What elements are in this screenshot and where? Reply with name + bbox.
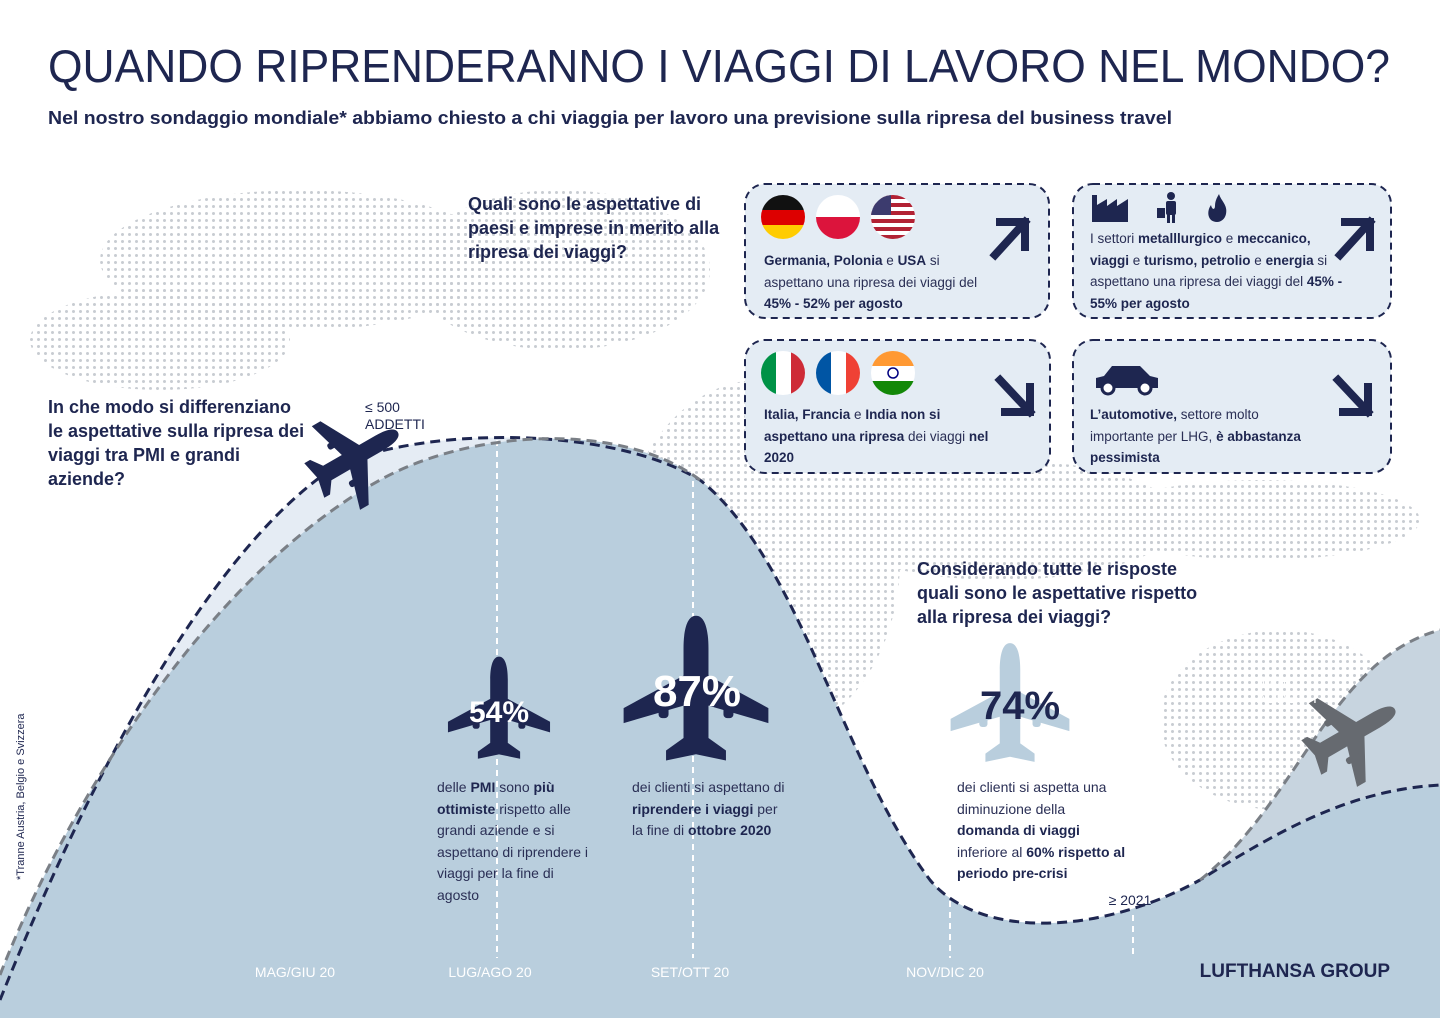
text-run: dei clienti si aspetta una diminuzione d… bbox=[957, 779, 1107, 817]
text-run: domanda di viaggi bbox=[957, 822, 1080, 839]
text-run: e bbox=[850, 407, 866, 422]
text-run: meccanico, viaggi bbox=[1090, 231, 1311, 268]
text-run: Italia, Francia bbox=[764, 407, 851, 422]
label-line: ADDETTI bbox=[365, 416, 425, 432]
box-text: I settori metalllurgico e meccanico, via… bbox=[1090, 228, 1348, 314]
text-run: sono bbox=[495, 779, 534, 795]
label-small: ≤ 500 ADDETTI bbox=[365, 399, 425, 433]
text-run: 45% - 52% per agosto bbox=[764, 296, 903, 311]
text-run: e bbox=[1222, 231, 1238, 246]
text-run: India non si aspettano una ripresa bbox=[764, 407, 941, 444]
stat-text: delle PMI sono più ottimiste rispetto al… bbox=[437, 777, 597, 907]
question-all: Considerando tutte le risposte quali son… bbox=[917, 559, 1198, 627]
text-run: ottobre 2020 bbox=[688, 822, 772, 839]
title: QUANDO RIPRENDERANNO I VIAGGI DI LAVORO … bbox=[48, 40, 1390, 92]
subtitle: Nel nostro sondaggio mondiale* abbiamo c… bbox=[48, 108, 1172, 128]
text-run: rispetto alle grandi aziende e si aspett… bbox=[437, 800, 588, 903]
sector-icons bbox=[1092, 192, 1227, 396]
timeline-label: SET/OTT 20 bbox=[651, 964, 730, 980]
timeline-label: LUG/AGO 20 bbox=[448, 964, 531, 980]
stat-value: 87% bbox=[653, 667, 741, 716]
label-large: 500+ ADDETTI bbox=[1257, 673, 1317, 707]
area-small bbox=[0, 438, 1440, 1018]
footnote: *Tranne Austria, Belgio e Svizzera bbox=[15, 713, 27, 880]
brand: LUFTHANSA GROUP bbox=[1200, 961, 1391, 982]
text-run: L’automotive, bbox=[1090, 407, 1178, 422]
stat-text: dei clienti si aspetta una diminuzione d… bbox=[957, 777, 1127, 885]
question-countries: Quali sono le aspettative di paesi e imp… bbox=[468, 194, 720, 262]
box-text: Germania, Polonia e USA si aspettano una… bbox=[764, 250, 986, 315]
text-run: per la fine di bbox=[632, 800, 778, 839]
text-run: più ottimiste bbox=[437, 779, 555, 817]
label-line: ADDETTI bbox=[1257, 690, 1317, 706]
timeline-label: MAG/GIU 20 bbox=[255, 964, 335, 980]
text-run: inferiore al bbox=[957, 843, 1027, 860]
box-text: L’automotive, settore molto importante p… bbox=[1090, 404, 1325, 469]
label-line: ≤ 500 bbox=[365, 399, 400, 415]
stat-value: 74% bbox=[980, 684, 1060, 728]
text-run: e bbox=[882, 253, 898, 268]
text-run: turismo, petrolio bbox=[1144, 252, 1251, 268]
question-size: In che modo si differenziano le aspettat… bbox=[48, 397, 305, 489]
text-run: energia bbox=[1265, 252, 1314, 268]
timeline-label: NOV/DIC 20 bbox=[906, 964, 984, 980]
curve-small bbox=[0, 437, 1440, 976]
flags bbox=[761, 195, 915, 395]
text-run: riprendere i viaggi bbox=[632, 800, 754, 817]
text-run: e bbox=[1129, 252, 1145, 268]
text-run: delle bbox=[437, 779, 471, 795]
text-run: settore molto importante per LHG, bbox=[1090, 407, 1259, 444]
text-run: dei viaggi bbox=[904, 428, 969, 444]
box-text: Italia, Francia e India non si aspettano… bbox=[764, 404, 989, 469]
stat-text: dei clienti si aspettano di riprendere i… bbox=[632, 777, 792, 842]
trend-arrows bbox=[989, 216, 1376, 418]
text-run: e bbox=[1250, 252, 1266, 268]
text-run: si aspettano una ripresa dei viaggi del bbox=[764, 253, 978, 290]
text-run: si aspettano una ripresa dei viaggi del bbox=[1090, 252, 1328, 290]
text-run: nel 2020 bbox=[764, 428, 989, 466]
text-run: 45% - 55% per agosto bbox=[1090, 274, 1343, 311]
timeline-label: ≥ 2021 bbox=[1109, 892, 1152, 908]
text-run: USA bbox=[897, 253, 927, 268]
label-line: 500+ bbox=[1257, 673, 1289, 689]
text-run: Germania, Polonia bbox=[764, 253, 883, 268]
text-run: PMI bbox=[470, 779, 496, 795]
text-run: dei clienti si aspettano di bbox=[632, 779, 785, 795]
text-run: 60% rispetto al periodo pre-crisi bbox=[957, 843, 1126, 882]
text-run: è abbastanza pessimista bbox=[1090, 428, 1301, 466]
text-run: metalllurgico bbox=[1138, 231, 1223, 246]
stat-value: 54% bbox=[469, 696, 529, 729]
text-run: I settori bbox=[1090, 231, 1139, 246]
